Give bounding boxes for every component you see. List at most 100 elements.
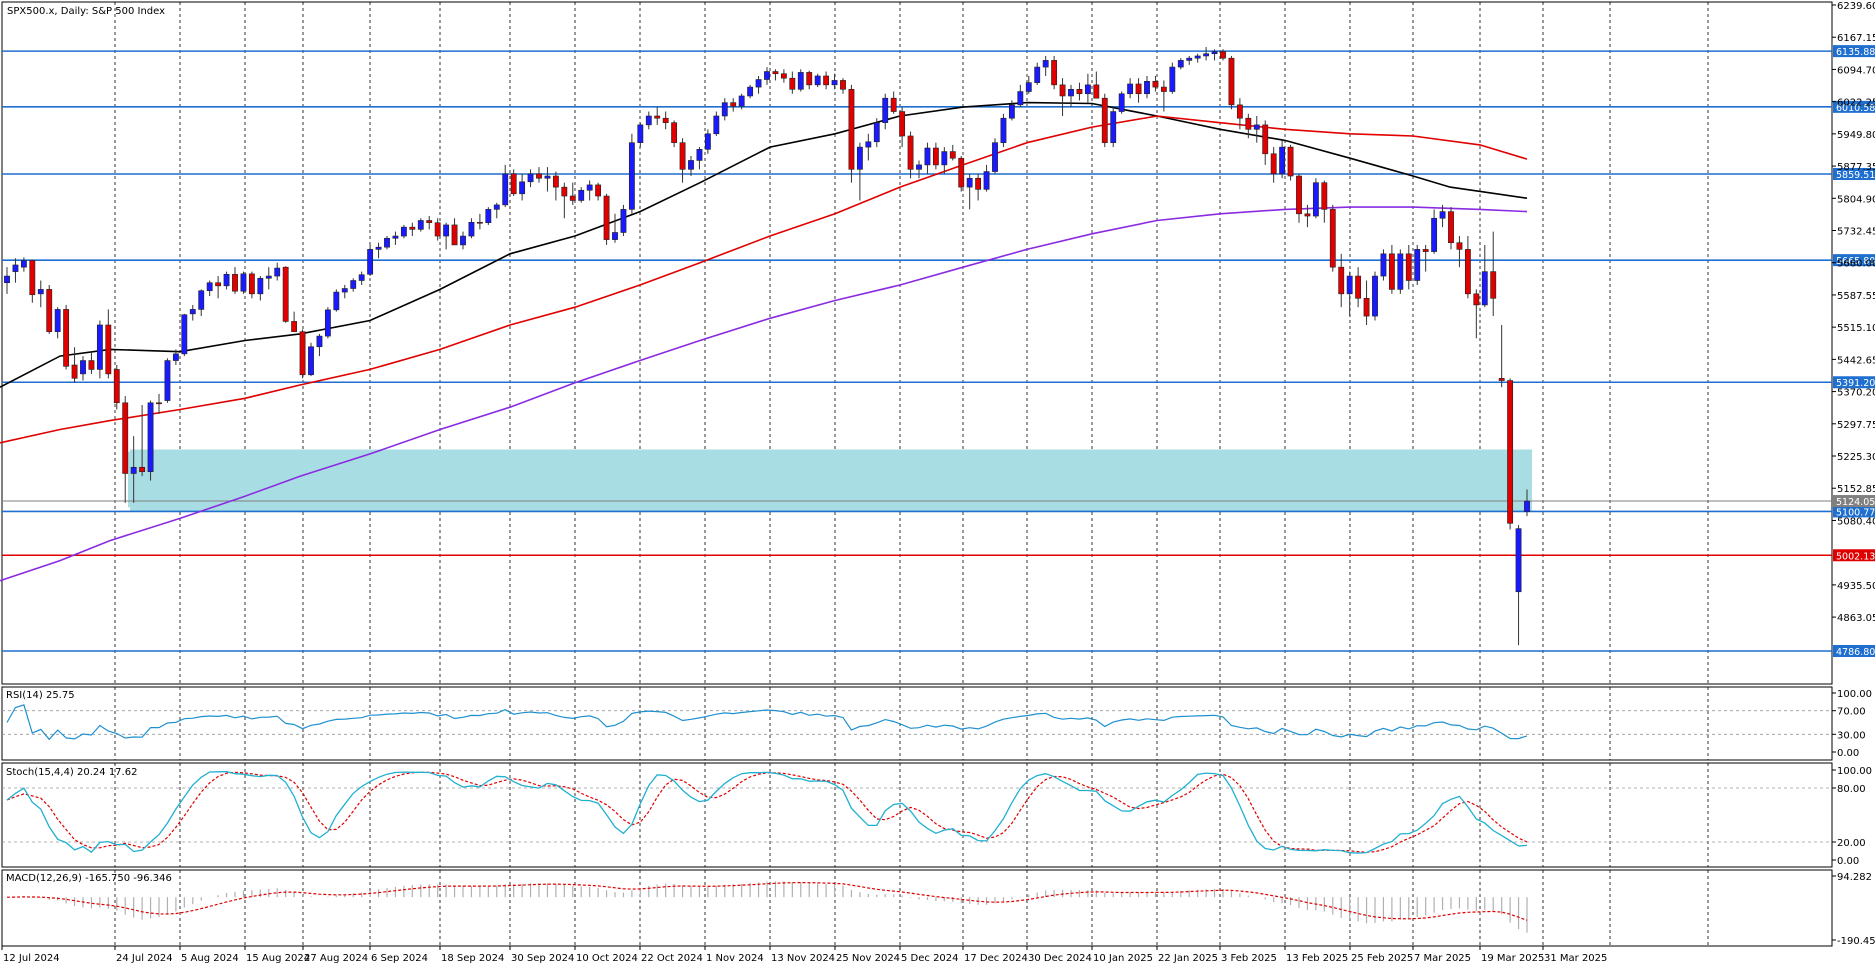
- candle-body: [88, 360, 95, 370]
- candle-body: [1135, 83, 1142, 95]
- candle-135: [1144, 75, 1150, 99]
- candle-body: [265, 275, 272, 279]
- candle-body: [1355, 275, 1362, 299]
- candle-127: [1076, 82, 1083, 101]
- price-tick-label: 5225.30: [1837, 452, 1875, 463]
- candle-body: [80, 360, 86, 375]
- candle-55: [468, 218, 475, 239]
- candle-35: [299, 329, 306, 379]
- current-price-tag-text: 5124.05: [1836, 497, 1875, 508]
- candle-156: [1321, 180, 1328, 223]
- candle-111: [941, 147, 948, 174]
- candle-74: [628, 133, 635, 214]
- candle-138: [1169, 62, 1176, 94]
- candle-34: [291, 311, 298, 332]
- date-tick-label: 12 Jul 2024: [3, 953, 60, 964]
- candle-152: [1287, 144, 1294, 181]
- candle-149: [1262, 120, 1269, 165]
- candle-129: [1093, 71, 1100, 99]
- date-tick-label: 5 Dec 2024: [901, 953, 959, 964]
- candle-body: [814, 75, 821, 86]
- candle-body: [1515, 528, 1522, 593]
- date-tick-label: 27 Aug 2024: [304, 953, 368, 964]
- candle-66: [561, 182, 568, 219]
- candle-21: [181, 313, 188, 357]
- candle-150: [1270, 147, 1277, 183]
- candle-143: [1211, 49, 1218, 61]
- current-price-tag-bg: [1833, 495, 1875, 508]
- candle-97: [823, 71, 830, 90]
- candle-20: [172, 349, 179, 365]
- candle-33: [282, 266, 289, 323]
- ma-red-line: [0, 115, 1528, 444]
- candle-153: [1296, 173, 1302, 223]
- date-tick-label: 31 Mar 2025: [1544, 953, 1607, 964]
- rsi-line: [6, 704, 1528, 741]
- candle-body: [1025, 82, 1032, 92]
- level-tag-5665.80: 5665.80: [1833, 254, 1875, 267]
- candle-125: [1059, 78, 1066, 116]
- candle-13: [113, 364, 120, 410]
- candle-body: [257, 277, 264, 295]
- candle-47: [400, 224, 407, 239]
- candle-75: [637, 122, 644, 148]
- candle-38: [324, 307, 331, 339]
- candle-body: [1084, 84, 1091, 95]
- candle-23: [198, 289, 205, 317]
- candle-180: [1524, 489, 1530, 517]
- price-tick-label: 5370.20: [1837, 388, 1875, 399]
- candle-body: [789, 77, 796, 90]
- candle-body: [856, 146, 863, 170]
- candle-body: [409, 226, 416, 230]
- candle-10: [88, 351, 95, 374]
- support-zone-notch: [128, 451, 132, 508]
- stoch-axis: 100.00 80.00 20.00 0.00: [1832, 766, 1872, 867]
- candle-7: [63, 304, 70, 370]
- candle-113: [958, 156, 965, 192]
- candle-30: [257, 276, 264, 301]
- candle-body: [890, 97, 897, 112]
- price-tick-label: 5587.55: [1837, 291, 1875, 302]
- candle-body: [1093, 84, 1100, 99]
- candle-body: [139, 466, 146, 473]
- candle-46: [392, 231, 399, 245]
- candle-body: [1363, 297, 1370, 317]
- candle-body: [823, 75, 830, 86]
- candle-body: [1397, 253, 1404, 290]
- candle-116: [983, 164, 990, 192]
- date-tick-label: 19 Mar 2025: [1481, 953, 1544, 964]
- candle-17: [147, 400, 154, 481]
- date-axis: 12 Jul 2024 24 Jul 2024 5 Aug 2024 15 Aug 2…: [1, 946, 1607, 964]
- candle-172: [1456, 236, 1463, 268]
- candle-155: [1312, 178, 1319, 219]
- candle-body: [1329, 209, 1336, 268]
- candle-body: [1473, 293, 1480, 306]
- level-tag-5859.51: 5859.51: [1833, 168, 1875, 181]
- candle-body: [671, 122, 678, 143]
- candle-83: [704, 129, 711, 154]
- price-tick-label: 5080.40: [1837, 516, 1875, 527]
- current-price-tag: 5124.05: [1833, 495, 1875, 508]
- moving-averages: [0, 101, 1528, 582]
- candle-84: [713, 111, 720, 136]
- candle-body: [130, 466, 137, 474]
- candle-body: [147, 402, 154, 473]
- candle-103: [873, 118, 880, 148]
- date-tick-label: 6 Sep 2024: [371, 953, 428, 964]
- indicator-tick-label: 0.00: [1837, 748, 1859, 759]
- candle-body: [274, 267, 281, 277]
- candle-67: [569, 182, 576, 205]
- candle-62: [527, 169, 534, 188]
- candle-body: [1304, 213, 1311, 217]
- level-tag-bg: [1833, 505, 1875, 518]
- candle-body: [1490, 271, 1497, 299]
- candle-body: [1524, 500, 1530, 513]
- candle-100: [848, 84, 855, 183]
- candle-174: [1473, 289, 1480, 339]
- candle-128: [1084, 73, 1091, 103]
- candle-48: [409, 222, 416, 237]
- rsi-panel: RSI(14) 25.75 100.00 70.00 30.00 0.00: [1, 686, 1872, 761]
- candle-154: [1304, 204, 1311, 228]
- candle-146: [1236, 98, 1243, 130]
- date-tick-label: 30 Dec 2024: [1028, 953, 1092, 964]
